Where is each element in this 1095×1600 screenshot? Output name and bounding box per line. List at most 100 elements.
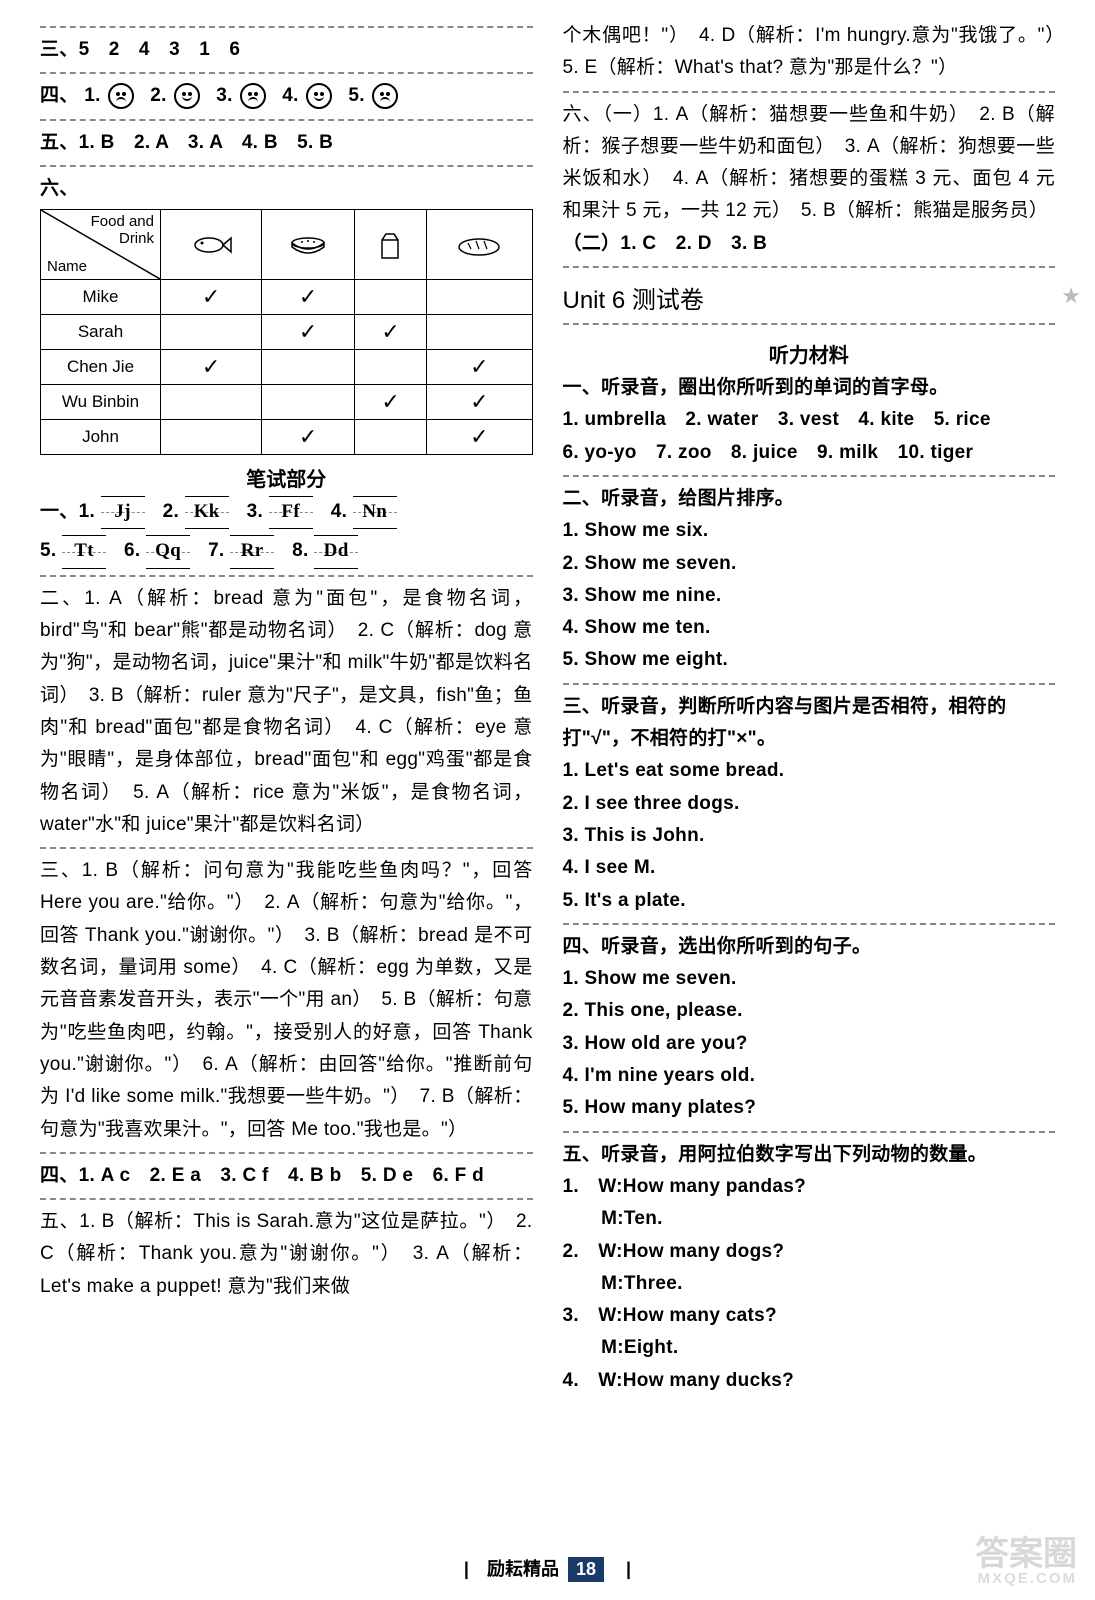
table-row: Chen Jie✓✓	[41, 350, 533, 385]
left-column: 三、5 2 4 3 1 6 四、 1. 2. 3. 4. 5. 五、1. B 2…	[40, 20, 533, 1490]
handwriting-box: Qq	[146, 535, 190, 568]
table-cell: ✓	[262, 315, 355, 350]
divider	[563, 91, 1056, 93]
table-row: Wu Binbin✓✓	[41, 385, 533, 420]
w1-num: 4.	[331, 501, 353, 522]
w5-continued: 个木偶吧！"） 4. D（解析：I'm hungry.意为"我饿了。"） 5. …	[563, 20, 1056, 85]
q4-item-num: 2.	[150, 85, 172, 106]
handwriting-box: Jj	[101, 496, 145, 529]
table-cell	[355, 350, 427, 385]
handwriting-box: Kk	[185, 496, 229, 529]
divider	[40, 72, 533, 74]
q5-answers: 五、1. B 2. A 3. A 4. B 5. B	[40, 127, 533, 159]
row-name: John	[41, 420, 161, 455]
table-cell	[427, 280, 532, 315]
w1-num: 8.	[292, 540, 314, 561]
q4-item-num: 3.	[216, 85, 238, 106]
table-cell: ✓	[161, 280, 262, 315]
l1-heading: 一、听录音，圈出你所听到的单词的首字母。	[563, 372, 1056, 404]
handwriting-box: Nn	[353, 496, 397, 529]
w1-num: 1.	[79, 501, 101, 522]
table-cell: ✓	[355, 315, 427, 350]
divider	[563, 266, 1056, 268]
list-item: 2. W:How many dogs?	[563, 1236, 1056, 1268]
sad-face-icon	[240, 83, 266, 109]
list-item: 2. This one, please.	[563, 995, 1056, 1027]
list-item: 5. How many plates?	[563, 1092, 1056, 1124]
row-name: Chen Jie	[41, 350, 161, 385]
table-cell	[355, 280, 427, 315]
q4-item-num: 5.	[348, 85, 370, 106]
table-diag-header: Food andDrink Name	[41, 210, 161, 280]
table-cell: ✓	[427, 420, 532, 455]
list-item: M:Three.	[563, 1268, 1056, 1300]
row-name: Wu Binbin	[41, 385, 161, 420]
table-cell	[262, 350, 355, 385]
w1-num: 2.	[163, 501, 185, 522]
w1-num: 5.	[40, 540, 62, 561]
q4-item-num: 1.	[84, 85, 106, 106]
list-item: 5. It's a plate.	[563, 885, 1056, 917]
list-item: 1. Show me seven.	[563, 963, 1056, 995]
divider	[563, 323, 1056, 325]
list-item: 4. I see M.	[563, 852, 1056, 884]
list-item: M:Eight.	[563, 1332, 1056, 1364]
divider	[563, 475, 1056, 477]
table-cell: ✓	[161, 350, 262, 385]
handwriting-box: Dd	[314, 535, 358, 568]
divider	[40, 575, 533, 577]
q6-label: 六、	[40, 173, 533, 205]
written-section-title: 笔试部分	[40, 463, 533, 492]
table-cell	[427, 315, 532, 350]
table-cell	[355, 420, 427, 455]
list-item: 5. Show me eight.	[563, 644, 1056, 676]
handwriting-box: Rr	[230, 535, 274, 568]
q6a-block: 六、（一）1. A（解析：猫想要一些鱼和牛奶） 2. B（解析：猴子想要一些牛奶…	[563, 99, 1056, 228]
w1-num: 6.	[124, 540, 146, 561]
table-row: Sarah ✓✓	[41, 315, 533, 350]
divider	[563, 683, 1056, 685]
table-row: Mike✓✓	[41, 280, 533, 315]
list-item: 1. W:How many pandas?	[563, 1171, 1056, 1203]
divider	[40, 1198, 533, 1200]
list-item: 4. I'm nine years old.	[563, 1060, 1056, 1092]
footer-brand: 励耘精品	[487, 1559, 559, 1579]
table-cell: ✓	[355, 385, 427, 420]
w5-block: 五、1. B（解析：This is Sarah.意为"这位是萨拉。"） 2. C…	[40, 1206, 533, 1303]
col-fish-icon	[161, 210, 262, 280]
happy-face-icon	[306, 83, 332, 109]
divider	[563, 923, 1056, 925]
handwriting-box: Tt	[62, 535, 106, 568]
food-table: Food andDrink Name Mike✓✓Sarah✓✓Chen Jie…	[40, 209, 533, 455]
list-item: 1. Let's eat some bread.	[563, 755, 1056, 787]
w2-block: 二、1. A（解析：bread 意为"面包"，是食物名词，bird"鸟"和 be…	[40, 583, 533, 841]
handwriting-box: Ff	[269, 496, 313, 529]
list-item: M:Ten.	[563, 1203, 1056, 1235]
table-cell: ✓	[427, 350, 532, 385]
row-name: Sarah	[41, 315, 161, 350]
two-column-layout: 三、5 2 4 3 1 6 四、 1. 2. 3. 4. 5. 五、1. B 2…	[40, 20, 1055, 1490]
table-cell	[161, 315, 262, 350]
list-item: 4. W:How many ducks?	[563, 1365, 1056, 1397]
q6b-answers: （二）1. C 2. D 3. B	[563, 228, 1056, 260]
table-cell	[262, 385, 355, 420]
q3-answers: 三、5 2 4 3 1 6	[40, 34, 533, 66]
page-number: 18	[568, 1557, 604, 1582]
list-item: 1. Show me six.	[563, 515, 1056, 547]
list-item: 2. I see three dogs.	[563, 788, 1056, 820]
q4-label: 四、	[40, 85, 79, 106]
list-item: 2. Show me seven.	[563, 548, 1056, 580]
col-bread-icon	[427, 210, 532, 280]
table-cell	[161, 420, 262, 455]
divider	[563, 1131, 1056, 1133]
l4-heading: 四、听录音，选出你所听到的句子。	[563, 931, 1056, 963]
table-cell: ✓	[262, 280, 355, 315]
divider	[40, 26, 533, 28]
diag-bot-label: Name	[47, 258, 87, 275]
list-item: 3. How old are you?	[563, 1028, 1056, 1060]
list-item: 4. Show me ten.	[563, 612, 1056, 644]
sad-face-icon	[108, 83, 134, 109]
list-item: 3. Show me nine.	[563, 580, 1056, 612]
col-rice-icon	[262, 210, 355, 280]
right-column: 个木偶吧！"） 4. D（解析：I'm hungry.意为"我饿了。"） 5. …	[563, 20, 1056, 1490]
